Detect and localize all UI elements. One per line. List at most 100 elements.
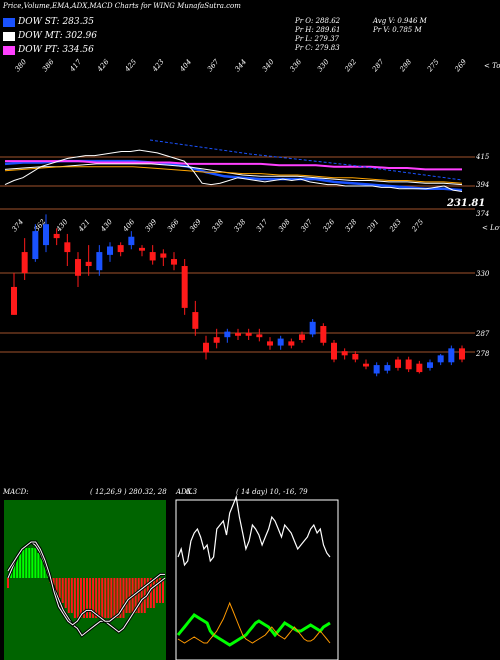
candle-body (341, 351, 348, 356)
candle-body (352, 353, 359, 360)
price-top-tick: 406 (121, 217, 137, 234)
macd-histogram-bar (13, 563, 16, 578)
macd-histogram-bar (107, 578, 110, 618)
macd-histogram-bar (98, 578, 101, 618)
adx-line (177, 494, 331, 567)
ema-top-tick: 292 (343, 57, 359, 74)
macd-histogram-bar (158, 578, 161, 603)
macd-histogram-bar (149, 578, 152, 608)
price-hline-label-1: 330 (476, 270, 490, 278)
candle-body (267, 341, 273, 346)
prev-volume: Pr V: 0.785 M (373, 26, 422, 34)
macd-histogram-bar (25, 548, 28, 578)
price-top-tick: 308 (277, 217, 292, 233)
candle-body (299, 334, 305, 340)
macd-histogram-bar (119, 578, 122, 618)
macd-histogram-bar (37, 553, 40, 578)
macd-histogram-bar (43, 563, 46, 578)
ema-top-tick: 386 (41, 57, 56, 73)
ema-top-tick: 344 (233, 58, 248, 73)
legend-swatch-magenta (3, 45, 15, 55)
macd-histogram-bar (95, 578, 98, 618)
price-hline-label-2: 287 (476, 330, 490, 338)
macd-histogram-bar (16, 558, 19, 578)
macd-histogram-bar (89, 578, 92, 618)
ema-line-ema_magenta (5, 160, 462, 171)
macd-histogram-bar (28, 548, 31, 578)
avg-volume: Avg V: 0.946 M (373, 17, 427, 25)
macd-histogram-bar (92, 578, 95, 618)
candle-body (75, 259, 81, 276)
macd-histogram-bar (10, 573, 13, 578)
candle-body (64, 242, 71, 253)
macd-histogram-bar (128, 578, 131, 613)
macd-histogram-bar (82, 578, 85, 618)
adx-overlay-value: 6.3 (186, 488, 198, 496)
macd-histogram-bar (34, 548, 37, 578)
candle-body (459, 348, 465, 360)
candle-body (288, 341, 295, 346)
ema-line-ema_mid (4, 163, 463, 186)
candle-body (448, 348, 455, 363)
candle-body (96, 252, 103, 271)
ema-top-tick: 404 (178, 58, 193, 74)
legend-label: DOW ST: 283.35 (18, 17, 94, 27)
candle-body (139, 247, 145, 251)
ema-top-tick: 367 (206, 57, 221, 73)
candle-body (203, 342, 209, 353)
price-top-tick: 399 (144, 217, 159, 233)
candle-body (256, 334, 263, 338)
candle-body (213, 337, 220, 343)
candle-body (235, 333, 241, 336)
candle-body (149, 252, 156, 261)
macd-histogram-bar (101, 578, 104, 618)
price-top-tick: 374 (10, 218, 25, 233)
legend-dow-pt: DOW PT: 334.56 (3, 45, 94, 55)
legend-label: DOW PT: 334.56 (18, 45, 94, 55)
ema-top-tick: 417 (68, 57, 84, 74)
macd-histogram-bar (52, 578, 55, 588)
adx-plus-di-line (177, 601, 331, 644)
candle-body (373, 365, 380, 374)
price-top-tick: 326 (322, 217, 337, 233)
candle-body (384, 365, 391, 371)
candle-body (224, 331, 231, 338)
price-top-tick: 338 (210, 217, 225, 233)
macd-histogram-bar (162, 578, 164, 603)
price-close: Pr C: 279.83 (295, 44, 340, 52)
legend-swatch-white (3, 31, 15, 41)
macd-histogram-bar (79, 578, 82, 618)
ema-top-tick: 275 (425, 57, 441, 74)
legend-swatch-blue (3, 17, 15, 27)
candle-body (171, 259, 177, 265)
macd-histogram-bar (67, 578, 70, 613)
legend-dow-mt: DOW MT: 302.96 (3, 31, 97, 41)
candle-body (395, 359, 401, 368)
candle-body (117, 245, 124, 253)
lows-label: < Lows (482, 224, 500, 232)
macd-histogram-bar (19, 553, 22, 578)
price-top-tick: 317 (255, 217, 270, 233)
price-top-tick: 421 (76, 218, 91, 234)
candle-body (53, 233, 60, 239)
ema-top-tick: 330 (316, 57, 331, 73)
macd-histogram-bar (22, 548, 25, 578)
macd-histogram-bar (125, 578, 128, 613)
candle-body (405, 359, 412, 370)
candle-body (309, 321, 316, 335)
candle-body (363, 363, 369, 367)
price-top-tick: 366 (166, 217, 181, 233)
ema-top-tick: 269 (453, 57, 469, 74)
candle-body (245, 333, 252, 336)
macd-histogram-bar (40, 558, 43, 578)
ema-top-tick: 298 (398, 57, 414, 74)
ema-top-tick: 425 (123, 57, 139, 74)
macd-histogram-bar (70, 578, 73, 613)
candle-body (32, 231, 39, 260)
macd-histogram-bar (104, 578, 107, 618)
price-top-tick: 283 (388, 217, 404, 234)
ema-hline-label-2: 394 (476, 181, 490, 189)
price-top-tick: 291 (365, 218, 380, 234)
candle-body (85, 261, 92, 267)
macd-histogram-bar (110, 578, 113, 618)
